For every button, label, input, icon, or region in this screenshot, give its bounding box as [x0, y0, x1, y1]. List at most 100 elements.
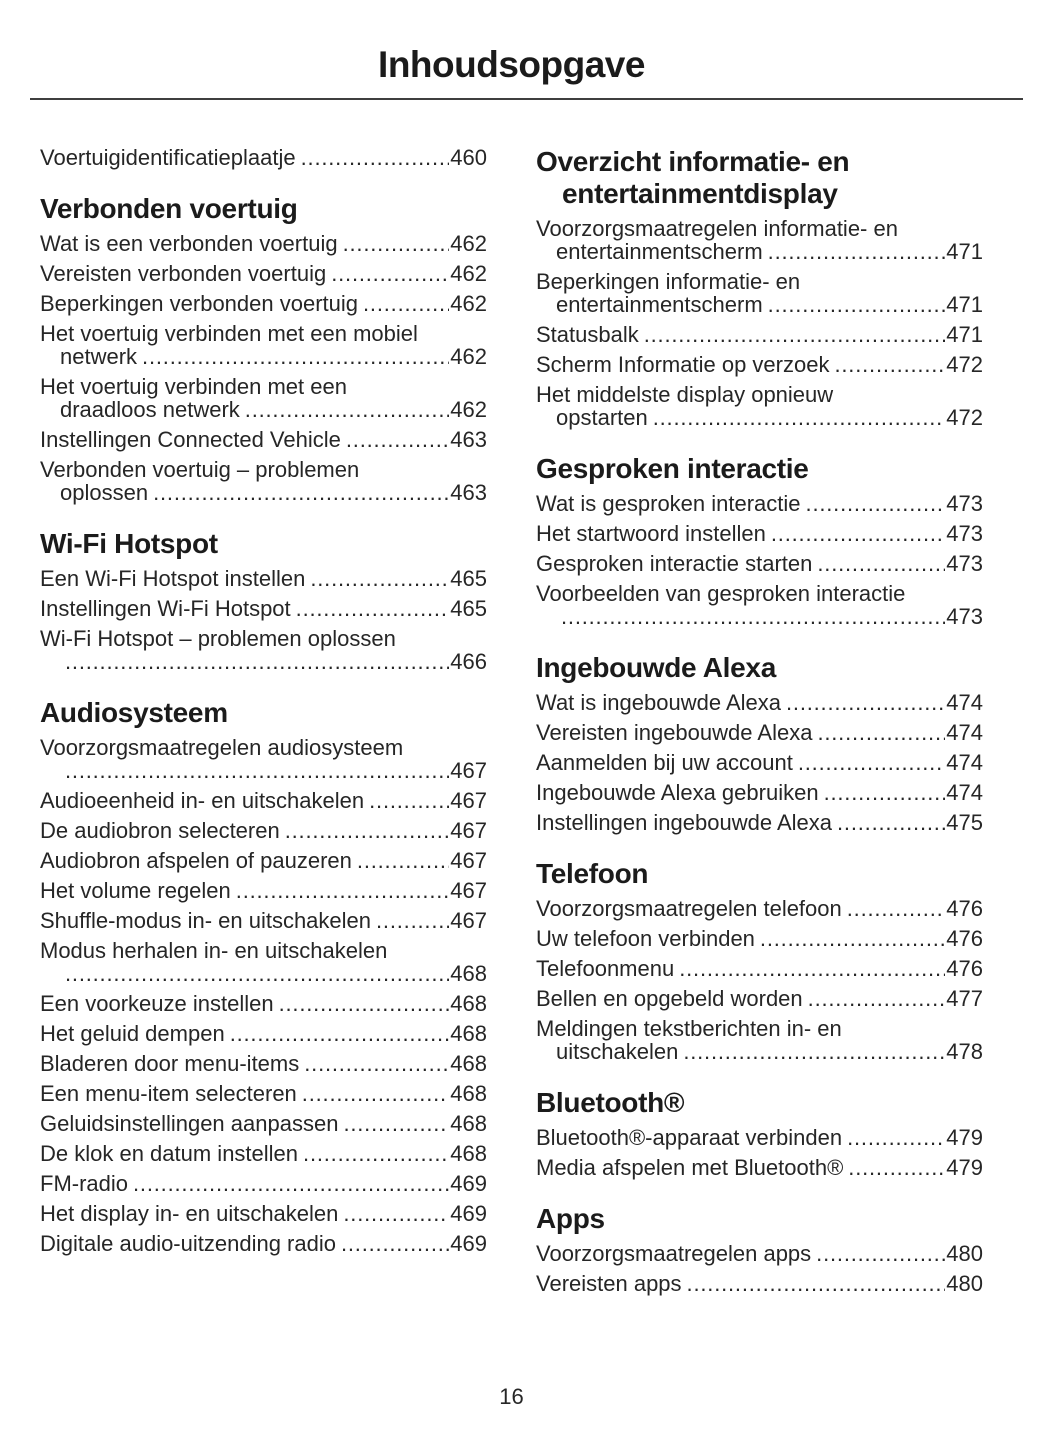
toc-entry-text: Meldingen tekstberichten in- en	[536, 1016, 842, 1041]
dot-leader	[808, 987, 946, 1010]
dot-leader	[786, 691, 945, 714]
toc-entry-text: Instellingen ingebouwde Alexa	[536, 810, 833, 835]
toc-entry-line: Het volume regelen 467	[40, 879, 487, 902]
toc-entry-line: Vereisten apps 480	[536, 1272, 983, 1295]
toc-entry: Voorzorgsmaatregelen audiosysteem 467	[40, 736, 487, 782]
toc-entry-page: 467	[450, 758, 487, 783]
toc-entry-text: Vereisten ingebouwde Alexa	[536, 720, 813, 745]
toc-entry-text: Het voertuig verbinden met een mobiel	[40, 321, 418, 346]
toc-entry-line: Het geluid dempen 468	[40, 1022, 487, 1045]
toc-entry-line: FM-radio 469	[40, 1172, 487, 1195]
section-title-line: Bluetooth®	[536, 1087, 685, 1118]
toc-entry-text: Bladeren door menu-items	[40, 1051, 300, 1076]
toc-entry-page: 472	[946, 405, 983, 430]
dot-leader	[806, 492, 946, 515]
toc-entry-page: 476	[946, 896, 983, 921]
dot-leader	[644, 323, 946, 346]
toc-entry-page: 468	[450, 1051, 487, 1076]
dot-leader	[133, 1172, 449, 1195]
toc-entry-text: Voorzorgsmaatregelen telefoon	[536, 896, 842, 921]
toc-entry-text: Shuffle-modus in- en uitschakelen	[40, 908, 372, 933]
toc-entry: Het display in- en uitschakelen 469	[40, 1202, 487, 1225]
section-title: Verbonden voertuig	[40, 193, 487, 225]
toc-entry-text: Beperkingen informatie- en	[536, 269, 801, 294]
toc-entry-page: 462	[450, 261, 487, 286]
dot-leader	[310, 567, 449, 590]
toc-entry-text: Voorzorgsmaatregelen apps	[536, 1241, 812, 1266]
toc-entry-text: FM-radio	[40, 1171, 129, 1196]
toc-entry-text: Telefoonmenu	[536, 956, 675, 981]
toc-entry-text: uitschakelen	[556, 1039, 679, 1064]
toc-entry-text: Modus herhalen in- en uitschakelen	[40, 938, 388, 963]
toc-entry-text: Geluidsinstellingen aanpassen	[40, 1111, 339, 1136]
toc-entry: Beperkingen verbonden voertuig 462	[40, 292, 487, 315]
toc-entry-text: Instellingen Wi-Fi Hotspot	[40, 596, 291, 621]
dot-leader	[341, 1232, 449, 1255]
toc-section: Wi-Fi Hotspot Een Wi-Fi Hotspot instellen…	[40, 528, 487, 673]
toc-entry: Voorzorgsmaatregelen informatie- en enter…	[536, 217, 983, 263]
dot-leader	[816, 1242, 945, 1265]
dot-leader	[65, 962, 449, 985]
toc-entry: Geluidsinstellingen aanpassen 468	[40, 1112, 487, 1135]
toc-entry-line: De klok en datum instellen 468	[40, 1142, 487, 1165]
toc-entry-page: 468	[450, 961, 487, 986]
dot-leader	[65, 759, 449, 782]
toc-entry-line: Het display in- en uitschakelen 469	[40, 1202, 487, 1225]
dot-leader	[279, 992, 450, 1015]
toc-entry-line: Instellingen Wi-Fi Hotspot 465	[40, 597, 487, 620]
toc-entry-text: Wat is gesproken interactie	[536, 491, 801, 516]
dot-leader	[760, 927, 945, 950]
toc-entry-text: Instellingen Connected Vehicle	[40, 427, 341, 452]
toc-entry-line: Uw telefoon verbinden 476	[536, 927, 983, 950]
dot-leader	[363, 292, 449, 315]
toc-entry: Instellingen Connected Vehicle 463	[40, 428, 487, 451]
dot-leader	[153, 481, 449, 504]
toc-entry-page: 469	[450, 1231, 487, 1256]
toc-entry-page: 463	[450, 480, 487, 505]
toc-entry: Het volume regelen 467	[40, 879, 487, 902]
toc-entry-page: 462	[450, 291, 487, 316]
toc-entry-text: Voorzorgsmaatregelen audiosysteem	[40, 735, 404, 760]
toc-entry-line: Voorzorgsmaatregelen telefoon 476	[536, 897, 983, 920]
toc-entry: Scherm Informatie op verzoek 472	[536, 353, 983, 376]
toc-entry-page: 466	[450, 649, 487, 674]
toc-entry-text: Voorzorgsmaatregelen informatie- en	[536, 216, 898, 241]
toc-entry-page: 468	[450, 1081, 487, 1106]
toc-entry: Instellingen ingebouwde Alexa 475	[536, 811, 983, 834]
toc-entry-text: Vereisten apps	[536, 1271, 682, 1296]
toc-entry-line: Wat is ingebouwde Alexa 474	[536, 691, 983, 714]
toc-entry-text: Vereisten verbonden voertuig	[40, 261, 327, 286]
toc-section: Verbonden voertuig Wat is een verbonden v…	[40, 193, 487, 504]
toc-entry-page: 478	[946, 1039, 983, 1064]
toc-columns: Voertuigidentificatieplaatje 460 Verbonden…	[40, 146, 983, 1302]
toc-entry-text: Digitale audio-uitzending radio	[40, 1231, 336, 1256]
dot-leader	[768, 240, 946, 263]
toc-entry-text: entertainmentscherm	[556, 292, 763, 317]
toc-entry: Voorzorgsmaatregelen apps 480	[536, 1242, 983, 1265]
toc-entry: Bellen en opgebeld worden 477	[536, 987, 983, 1010]
dot-leader	[296, 597, 450, 620]
toc-entry-text: Uw telefoon verbinden	[536, 926, 755, 951]
toc-entry: Beperkingen informatie- en entertainments…	[536, 270, 983, 316]
dot-leader	[331, 262, 449, 285]
toc-entry: Een menu-item selecteren 468	[40, 1082, 487, 1105]
dot-leader	[798, 751, 945, 774]
section-title-line: entertainmentdisplay	[562, 178, 838, 209]
toc-entry-line: 468	[40, 962, 487, 985]
section-title: Ingebouwde Alexa	[536, 652, 983, 684]
dot-leader	[303, 1142, 449, 1165]
toc-entry-page: 476	[946, 956, 983, 981]
section-title: Apps	[536, 1203, 983, 1235]
toc-entry-line: De audiobron selecteren 467	[40, 819, 487, 842]
toc-entry-text: Statusbalk	[536, 322, 639, 347]
toc-entry-line: Het startwoord instellen 473	[536, 522, 983, 545]
toc-entry-page: 465	[450, 596, 487, 621]
toc-entry-text: Het middelste display opnieuw	[536, 382, 834, 407]
dot-leader	[768, 293, 946, 316]
page-number: 16	[499, 1384, 524, 1409]
toc-entry: Meldingen tekstberichten in- en uitschake…	[536, 1017, 983, 1063]
toc-entry-page: 462	[450, 344, 487, 369]
toc-entry-page: 469	[450, 1171, 487, 1196]
toc-entry-text: Het voertuig verbinden met een	[40, 374, 347, 399]
toc-entry-text: De klok en datum instellen	[40, 1141, 299, 1166]
